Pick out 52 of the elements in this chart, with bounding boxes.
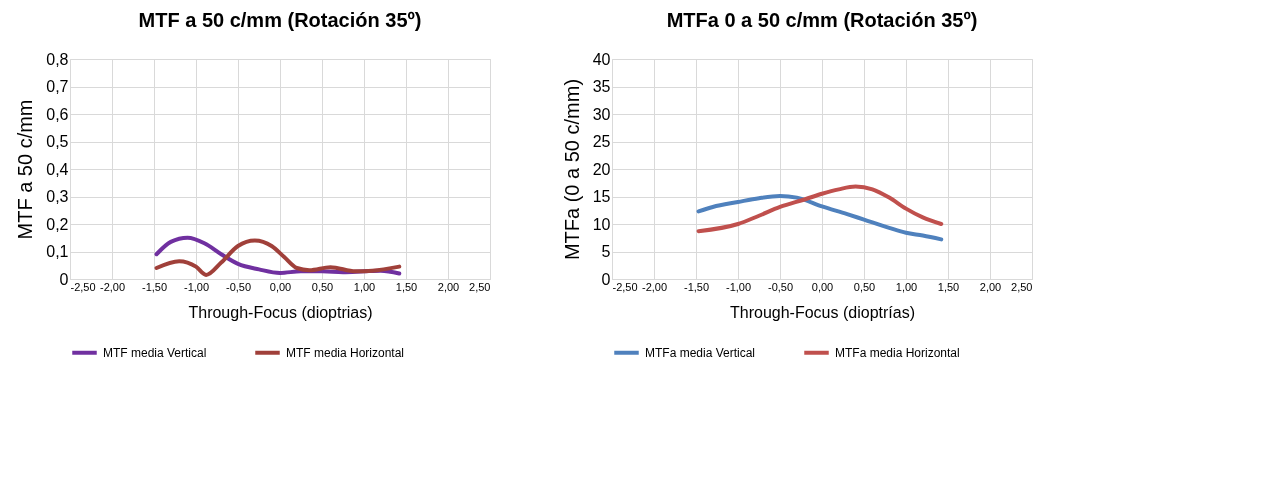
x-tick-label: -0,50 xyxy=(767,280,794,293)
x-axis-title: Through-Focus (dioptrias) xyxy=(188,303,373,321)
x-tick-label: 2,50 xyxy=(469,280,491,293)
legend-label: MTF media Horizontal xyxy=(286,345,405,360)
y-tick-label: 20 xyxy=(592,160,611,178)
y-tick-label: 0,1 xyxy=(46,243,69,260)
y-tick-label: 0,7 xyxy=(46,78,69,95)
y-tick-label: 25 xyxy=(592,133,611,150)
y-tick-label: 30 xyxy=(592,105,611,123)
x-tick-label: -1,00 xyxy=(183,280,210,293)
line-series xyxy=(696,193,944,242)
y-tick-label: 10 xyxy=(592,215,611,233)
x-tick-label: -0,50 xyxy=(225,280,252,293)
y-tick-label: 0 xyxy=(59,270,69,288)
x-tick-label: 0,50 xyxy=(853,280,876,293)
x-tick-label: 0,50 xyxy=(311,280,334,293)
x-tick-label: 1,50 xyxy=(395,280,418,293)
x-tick-label: -2,50 xyxy=(70,280,96,293)
y-axis-title: MTF a 50 c/mm xyxy=(14,99,37,240)
x-tick-label: -2,50 xyxy=(612,280,638,293)
y-tick-label: 5 xyxy=(601,243,611,260)
x-tick-label: 1,00 xyxy=(895,280,918,293)
y-tick-label: 15 xyxy=(592,188,611,205)
chart-title: MTF a 50 c/mm (Rotación 35º) xyxy=(138,9,422,31)
x-tick-label: 1,50 xyxy=(937,280,960,293)
y-tick-label: 0,3 xyxy=(46,188,69,205)
y-tick-label: 0 xyxy=(601,270,611,288)
x-tick-label: 0,00 xyxy=(269,280,292,293)
y-tick-label: 35 xyxy=(592,78,611,95)
x-tick-label: -1,50 xyxy=(141,280,168,293)
y-tick-label: 40 xyxy=(592,50,611,68)
x-tick-label: 2,00 xyxy=(437,280,460,293)
x-tick-label: 2,00 xyxy=(979,280,1002,293)
x-tick-label: 2,50 xyxy=(1011,280,1033,293)
x-tick-label: 1,00 xyxy=(353,280,376,293)
line-series xyxy=(696,184,944,234)
x-tick-label: -2,00 xyxy=(641,280,668,293)
y-tick-label: 0,8 xyxy=(46,50,69,68)
legend-label: MTF media Vertical xyxy=(103,345,207,360)
x-tick-label: -2,00 xyxy=(99,280,126,293)
y-tick-label: 0,5 xyxy=(46,133,69,150)
y-tick-label: 0,6 xyxy=(46,105,69,123)
x-tick-label: -1,50 xyxy=(683,280,710,293)
x-tick-label: -1,00 xyxy=(725,280,752,293)
x-tick-label: 0,00 xyxy=(811,280,834,293)
chart-title: MTFa 0 a 50 c/mm (Rotación 35º) xyxy=(666,9,978,31)
y-axis-title: MTFa (0 a 50 c/mm) xyxy=(560,78,583,261)
y-tick-label: 0,4 xyxy=(46,160,69,178)
legend-label: MTFa media Horizontal xyxy=(835,345,960,360)
legend-label: MTFa media Vertical xyxy=(645,345,756,360)
x-axis-title: Through-Focus (dioptrías) xyxy=(730,303,915,321)
y-tick-label: 0,2 xyxy=(46,215,69,233)
